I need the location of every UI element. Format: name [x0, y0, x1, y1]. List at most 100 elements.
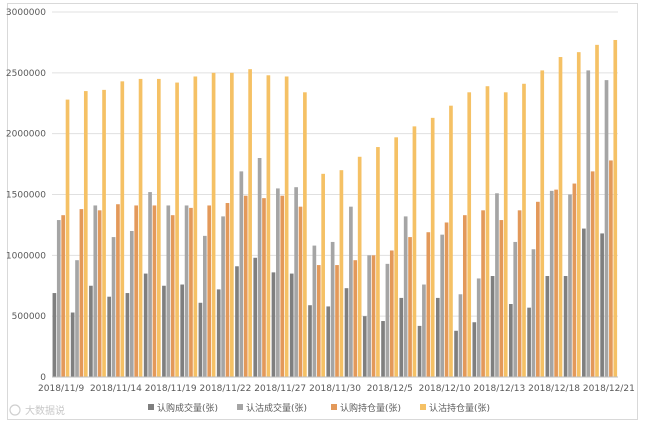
- legend-label: 认沽成交量(张): [246, 402, 307, 414]
- bar-1: [235, 266, 239, 377]
- bar-3: [444, 222, 449, 377]
- bar-4: [613, 39, 618, 377]
- bar-3: [554, 189, 558, 377]
- x-tick-label: 2018/12/13: [473, 384, 525, 394]
- bar-4: [339, 170, 344, 377]
- bar-2: [568, 194, 572, 377]
- bar-1: [308, 305, 312, 377]
- bar-1: [545, 276, 550, 377]
- bar-3: [353, 260, 358, 377]
- bar-3: [134, 205, 139, 377]
- bar-3: [225, 203, 230, 377]
- x-tick-label: 2018/11/22: [200, 384, 252, 394]
- bar-1: [600, 233, 604, 377]
- bar-1: [509, 304, 513, 377]
- bar-2: [531, 249, 536, 377]
- bar-2: [129, 231, 134, 377]
- bar-2: [549, 190, 554, 377]
- bar-4: [193, 76, 198, 377]
- bar-2: [148, 192, 152, 377]
- bar-3: [280, 195, 285, 377]
- y-tick-label: 0: [40, 373, 46, 383]
- bar-1: [125, 293, 130, 377]
- bar-4: [449, 105, 453, 378]
- bar-4: [467, 92, 472, 378]
- bar-1: [198, 302, 203, 377]
- bar-4: [138, 78, 143, 378]
- bar-2: [476, 278, 481, 377]
- bars: [52, 39, 618, 378]
- bar-2: [422, 284, 426, 377]
- x-tick-label: 2018/11/27: [254, 384, 306, 394]
- bar-3: [170, 215, 175, 377]
- bar-1: [344, 288, 349, 377]
- bar-4: [430, 117, 435, 377]
- y-tick-label: 1000000: [6, 251, 46, 261]
- bar-3: [335, 265, 339, 377]
- watermark: 大数据说: [9, 404, 65, 417]
- bar-4: [595, 44, 599, 377]
- legend: 认购成交量(张) 认沽成交量(张) 认购持仓量(张) 认沽持仓量(张): [148, 402, 490, 414]
- legend-swatch: [420, 404, 426, 410]
- bar-2: [239, 171, 244, 377]
- bar-3: [609, 160, 613, 377]
- bar-3: [426, 232, 431, 377]
- bar-3: [79, 209, 84, 377]
- bar-3: [536, 201, 540, 377]
- x-tick-label: 2018/11/14: [90, 384, 142, 394]
- x-tick-label: 2018/12/21: [583, 384, 635, 394]
- bar-1: [362, 316, 367, 377]
- bar-3: [517, 210, 522, 377]
- bar-3: [61, 215, 65, 377]
- bar-1: [52, 293, 57, 377]
- bar-1: [435, 297, 440, 377]
- x-tick-label: 2018/11/9: [38, 384, 84, 394]
- y-tick-label: 3000000: [6, 8, 46, 18]
- bar-3: [371, 255, 376, 377]
- legend-swatch: [331, 404, 337, 410]
- bar-1: [89, 285, 93, 377]
- bar-2: [203, 235, 207, 377]
- bar-2: [385, 263, 390, 377]
- legend-item: 认购成交量(张): [148, 402, 218, 414]
- bar-2: [257, 158, 262, 377]
- bar-4: [321, 173, 325, 377]
- bar-4: [266, 75, 271, 378]
- bar-4: [284, 76, 289, 377]
- bar-2: [111, 237, 116, 377]
- bar-4: [412, 126, 417, 378]
- x-tick-label: 2018/11/30: [309, 384, 361, 394]
- bar-2: [75, 260, 79, 377]
- bar-1: [417, 325, 422, 377]
- bar-2: [367, 255, 371, 377]
- bar-2: [276, 188, 280, 377]
- bar-4: [120, 81, 125, 377]
- bar-4: [394, 137, 399, 377]
- bar-1: [563, 276, 568, 377]
- legend-item: 认购持仓量(张): [331, 402, 401, 414]
- bar-1: [326, 306, 331, 377]
- bar-2: [403, 216, 408, 377]
- bar-1: [143, 273, 148, 377]
- bar-4: [522, 83, 526, 377]
- y-tick-label: 1500000: [6, 191, 46, 201]
- bar-4: [175, 82, 179, 377]
- bar-1: [253, 257, 258, 377]
- bar-2: [458, 294, 463, 377]
- bar-2: [513, 241, 518, 377]
- bar-3: [152, 205, 157, 377]
- bar-2: [93, 205, 98, 377]
- bar-3: [316, 265, 321, 377]
- bar-4: [230, 72, 234, 377]
- bar-1: [107, 296, 111, 377]
- bar-2: [604, 80, 609, 377]
- bar-1: [289, 273, 294, 377]
- legend-label: 认购持仓量(张): [340, 402, 401, 414]
- bar-2: [221, 216, 225, 377]
- bar-3: [481, 210, 485, 377]
- bar-3: [207, 205, 212, 377]
- x-tick-label: 2018/12/18: [528, 384, 580, 394]
- bar-1: [216, 289, 221, 377]
- bar-3: [408, 237, 412, 377]
- bar-3: [189, 207, 193, 377]
